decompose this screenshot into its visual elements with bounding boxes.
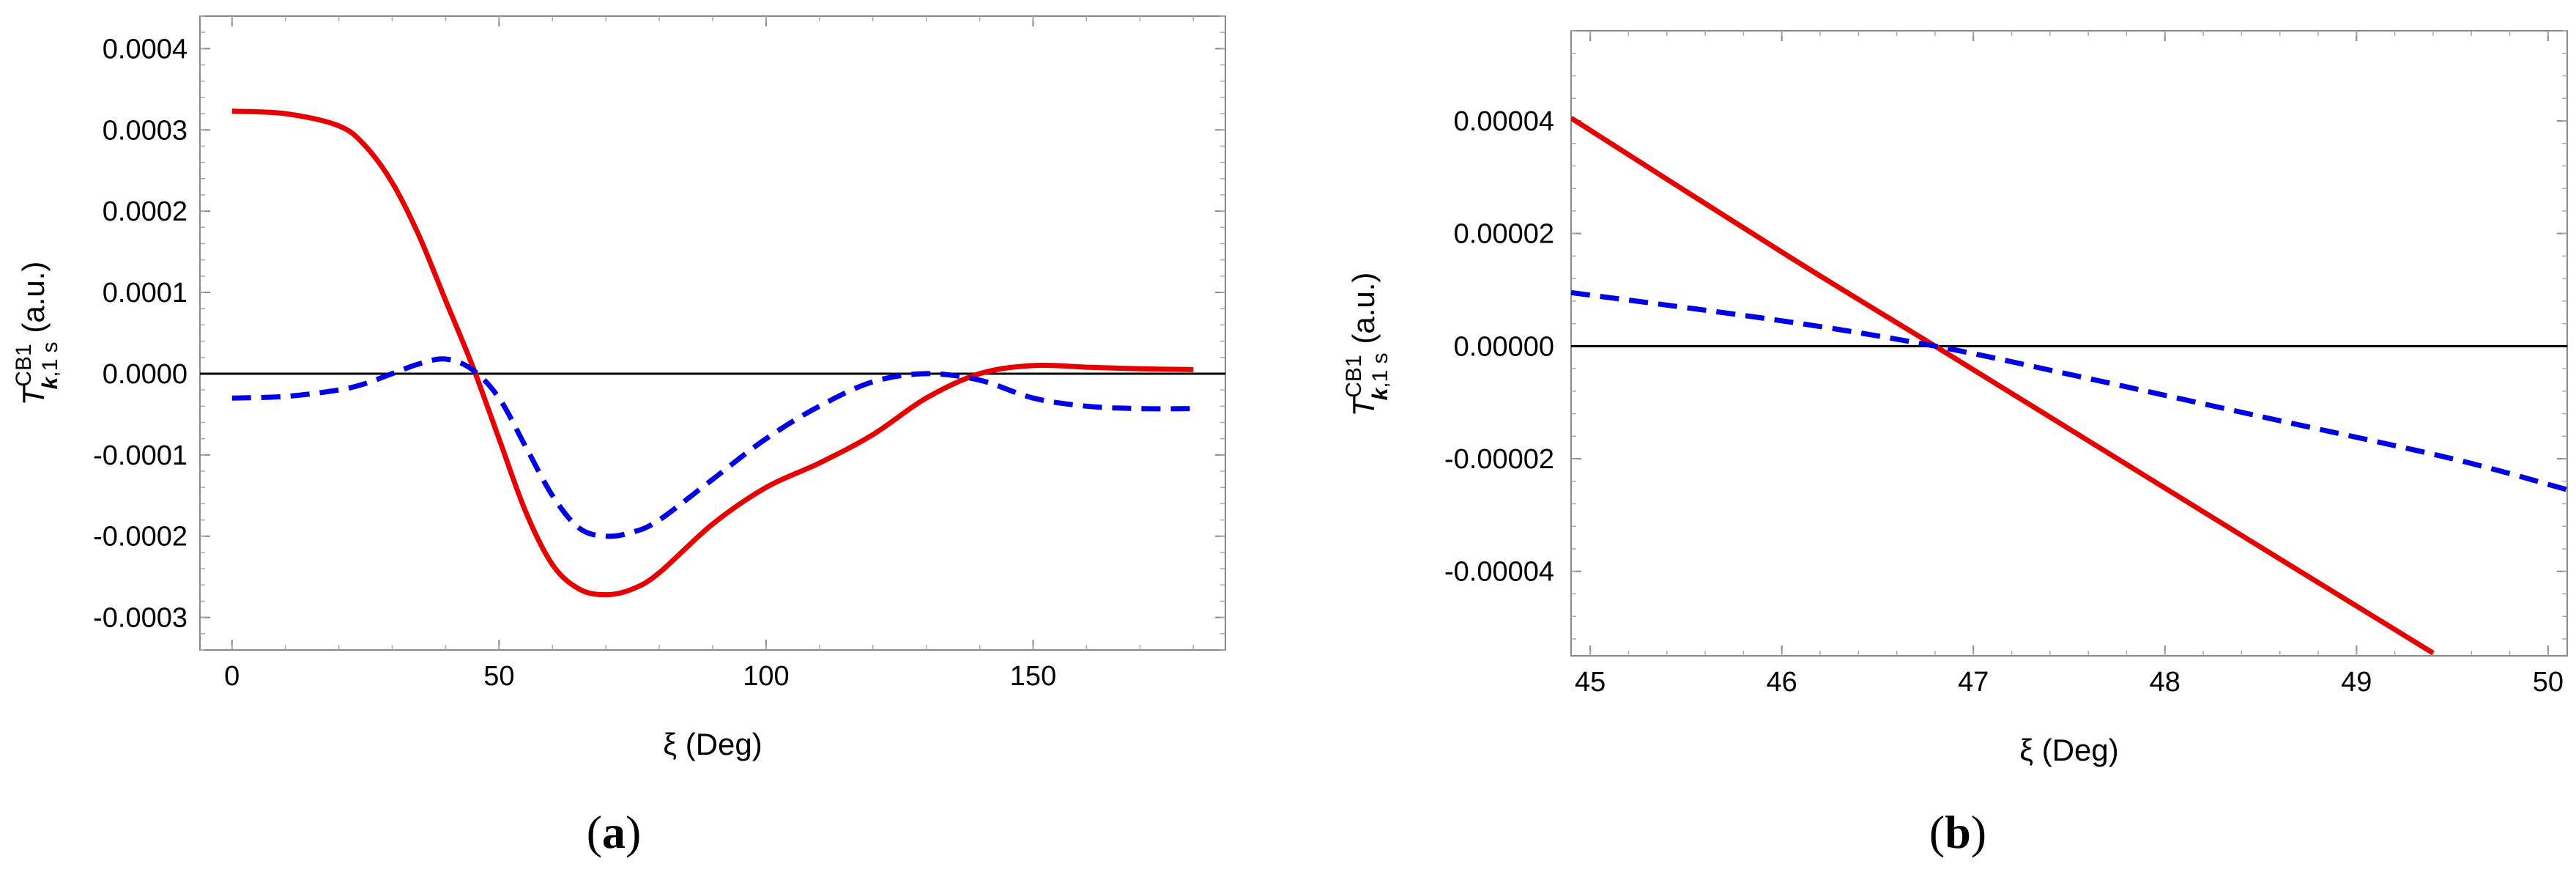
y-title-symbol: T (16, 384, 51, 405)
y-tick-label: -0.00004 (1444, 557, 1554, 588)
y-axis-title: TCB1 k,1 s (a.u.) (1342, 273, 1392, 417)
y-title-superscript: CB1 (1342, 355, 1366, 397)
x-tick-label: 50 (483, 661, 514, 692)
y-title-superscript: CB1 (12, 344, 36, 386)
panel-label-paren: ) (626, 806, 641, 858)
y-tick-label: 0.0001 (103, 278, 188, 308)
series-line-dashed (1571, 289, 2567, 492)
x-tick-label: 50 (2533, 667, 2564, 698)
panel-label: (a) (587, 806, 642, 858)
x-tick-label: 100 (743, 661, 789, 692)
y-title-unit: (a.u.) (16, 262, 51, 342)
y-tick-label: 0.0002 (103, 196, 188, 227)
series-line-dashed (231, 356, 1194, 539)
panel-label-letter: a (602, 806, 626, 858)
y-tick-label: 0.0000 (103, 359, 188, 390)
panel-label: (b) (1929, 806, 1986, 858)
chart-panel-b: -0.00004 -0.00002 0.00000 0.00002 0.00004 45 4… (1342, 30, 2568, 858)
x-tick-label: 0 (224, 661, 240, 692)
y-tick-label: -0.00002 (1444, 444, 1554, 475)
panel-label-letter: b (1945, 806, 1971, 858)
plot-frame (1570, 30, 2568, 657)
y-title-subscript-k: k (38, 376, 62, 389)
plot-frame (199, 15, 1226, 651)
x-tick-label: 48 (2150, 667, 2180, 698)
x-tick-label: 46 (1767, 667, 1797, 698)
y-title-subscript: ,1 s (1368, 352, 1392, 388)
series-line-solid (231, 108, 1194, 598)
y-title-subscript-k: k (1368, 387, 1392, 400)
y-tick-label: 0.00002 (1454, 219, 1554, 250)
x-axis-title: ξ (Deg) (663, 727, 762, 761)
y-axis-title: TCB1 k,1 s (a.u.) (12, 262, 62, 406)
panel-label-paren: ( (1929, 806, 1945, 858)
x-tick-label: 47 (1958, 667, 1989, 698)
x-tick-label: 45 (1575, 667, 1606, 698)
chart-panel-a: -0.0003 -0.0002 -0.0001 0.0000 0.0001 0.0002 0… (12, 15, 1226, 858)
y-title-unit: (a.u.) (1346, 273, 1381, 353)
y-tick-label: -0.0003 (93, 603, 188, 634)
y-tick-label: 0.00004 (1454, 106, 1554, 137)
y-title-symbol: T (1346, 395, 1381, 416)
y-tick-label: 0.0004 (103, 34, 188, 64)
y-tick-label: 0.0003 (103, 115, 188, 146)
x-tick-label: 49 (2341, 667, 2372, 698)
y-title-subscript: ,1 s (38, 341, 62, 377)
y-tick-label: -0.0001 (93, 440, 188, 471)
x-tick-label: 150 (1010, 661, 1056, 692)
x-axis-title: ξ (Deg) (2019, 733, 2119, 767)
y-tick-label: -0.0002 (93, 522, 188, 553)
series-line-solid (1571, 116, 2435, 656)
panel-label-paren: ) (1971, 806, 1986, 858)
panel-label-paren: ( (587, 806, 602, 858)
y-tick-label: 0.00000 (1454, 331, 1554, 362)
